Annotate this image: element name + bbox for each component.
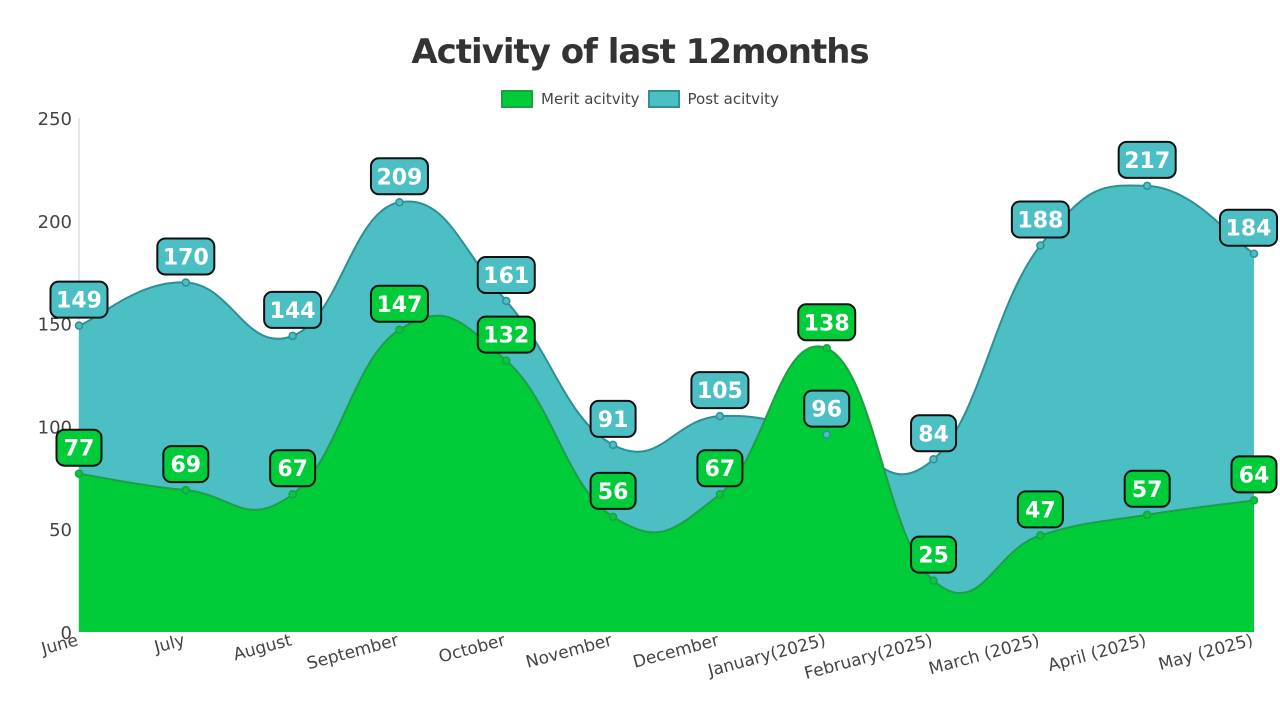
data-label: 57 xyxy=(1132,478,1163,503)
legend-swatch-post xyxy=(647,90,680,108)
x-tick-label: August xyxy=(231,630,294,665)
data-label-box xyxy=(910,535,958,574)
data-point-merit[interactable] xyxy=(288,489,297,499)
data-point-post[interactable] xyxy=(502,296,511,306)
chart-title: Activity of last 12months xyxy=(411,32,869,72)
data-point-merit[interactable] xyxy=(502,356,511,365)
data-point-post[interactable] xyxy=(1142,181,1152,191)
data-label: 149 xyxy=(56,289,102,314)
data-label: 69 xyxy=(171,453,202,478)
data-label-box xyxy=(369,157,429,196)
data-label: 67 xyxy=(277,457,308,482)
data-point-post[interactable] xyxy=(395,198,404,207)
data-label: 25 xyxy=(918,544,949,569)
data-point-merit[interactable] xyxy=(74,469,84,478)
data-point-post[interactable] xyxy=(1036,241,1045,250)
data-label: 170 xyxy=(163,245,209,270)
data-point-merit[interactable] xyxy=(181,485,191,495)
data-label-box xyxy=(55,428,103,467)
x-tick-label: July xyxy=(151,631,187,658)
data-point-merit[interactable] xyxy=(929,576,938,585)
data-point-post[interactable] xyxy=(822,430,831,439)
data-label-box xyxy=(49,280,109,319)
data-label: 188 xyxy=(1017,208,1063,233)
data-point-post[interactable] xyxy=(608,440,618,450)
data-label: 64 xyxy=(1239,463,1270,488)
data-label-box xyxy=(156,237,216,276)
legend-swatch-merit xyxy=(501,90,534,108)
data-label-box xyxy=(476,315,536,354)
x-tick-label: September xyxy=(305,631,401,675)
data-label-box xyxy=(269,449,317,488)
y-tick-label: 50 xyxy=(49,520,72,541)
y-tick-label: 250 xyxy=(38,109,72,130)
data-label-box xyxy=(1123,469,1171,508)
data-label-box xyxy=(1010,200,1070,239)
x-tick-label: May (2025) xyxy=(1156,631,1255,675)
data-label: 96 xyxy=(811,398,842,423)
legend-item-merit[interactable]: Merit acitvity xyxy=(501,90,640,108)
data-label: 209 xyxy=(376,165,422,190)
data-label: 217 xyxy=(1124,149,1170,174)
data-label-box xyxy=(1016,490,1064,529)
data-label-box xyxy=(369,284,429,323)
x-tick-label: October xyxy=(437,631,508,668)
data-point-post[interactable] xyxy=(715,411,725,421)
data-label-box xyxy=(263,290,323,329)
y-tick-label: 200 xyxy=(38,212,72,233)
data-point-post[interactable] xyxy=(1249,249,1259,258)
data-label-box xyxy=(1230,455,1278,494)
series-area-merit xyxy=(79,315,1254,632)
x-tick-label: April (2025) xyxy=(1046,631,1149,676)
data-point-merit[interactable] xyxy=(1142,510,1152,520)
data-point-post[interactable] xyxy=(288,331,297,341)
data-point-merit[interactable] xyxy=(395,325,404,335)
x-tick-label: November xyxy=(524,631,615,673)
data-label-box xyxy=(1117,140,1177,179)
data-label-box xyxy=(476,255,536,294)
data-point-merit[interactable] xyxy=(822,344,831,353)
data-label: 144 xyxy=(270,299,316,324)
legend-label-merit: Merit acitvity xyxy=(541,90,640,108)
data-point-post[interactable] xyxy=(929,455,938,464)
data-label: 138 xyxy=(804,311,850,336)
data-label-box xyxy=(797,303,857,342)
data-label: 77 xyxy=(64,437,95,462)
data-label-box xyxy=(162,445,210,484)
data-point-merit[interactable] xyxy=(608,512,618,522)
data-label-box xyxy=(589,399,637,438)
data-label: 67 xyxy=(705,457,736,482)
data-label: 91 xyxy=(598,408,629,433)
y-tick-label: 150 xyxy=(38,315,72,336)
data-label: 132 xyxy=(483,324,529,349)
data-label-box xyxy=(910,414,958,453)
data-point-merit[interactable] xyxy=(1249,496,1259,505)
data-point-post[interactable] xyxy=(181,278,191,287)
data-label-box xyxy=(803,389,851,428)
x-tick-label: March (2025) xyxy=(927,631,1042,680)
data-label: 161 xyxy=(483,264,529,289)
data-label-box xyxy=(696,449,744,488)
data-label: 84 xyxy=(918,422,949,447)
data-label: 47 xyxy=(1025,498,1056,523)
data-point-post[interactable] xyxy=(74,321,84,330)
data-label-box xyxy=(1219,208,1278,247)
chart-legend: Merit acitvity Post acitvity xyxy=(0,90,1280,108)
data-point-merit[interactable] xyxy=(1036,531,1045,540)
data-label: 184 xyxy=(1226,217,1272,242)
data-label: 147 xyxy=(376,293,422,318)
x-tick-label: June xyxy=(38,631,80,660)
data-label-box xyxy=(690,371,750,410)
data-point-merit[interactable] xyxy=(715,489,725,499)
legend-item-post[interactable]: Post acitvity xyxy=(647,90,779,108)
data-label: 105 xyxy=(697,379,743,404)
data-label-box xyxy=(589,471,637,510)
legend-label-post: Post acitvity xyxy=(687,90,779,108)
data-label: 56 xyxy=(598,480,629,505)
y-tick-label: 0 xyxy=(61,623,72,644)
